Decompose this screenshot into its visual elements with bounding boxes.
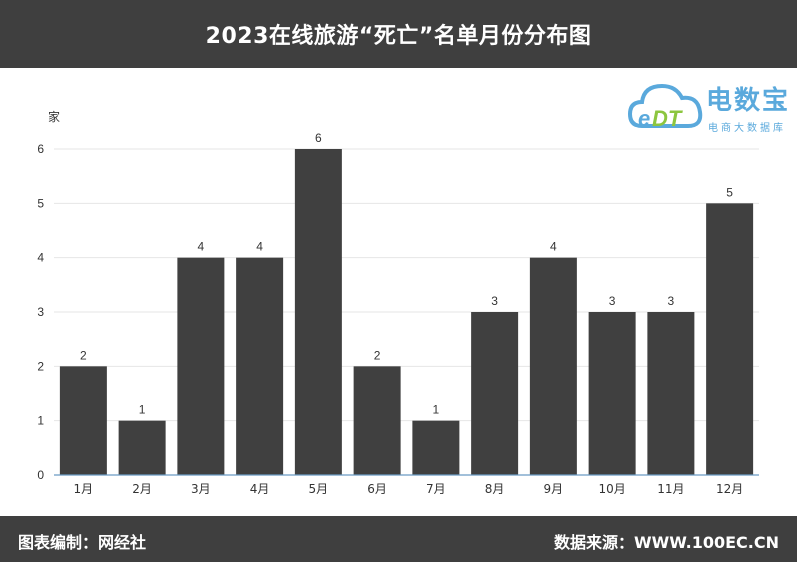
x-tick-label: 3月	[191, 482, 211, 496]
footer-bar: 图表编制：网经社 数据来源：WWW.100EC.CN	[0, 516, 797, 562]
bar	[412, 420, 460, 475]
data-label: 5	[726, 185, 733, 199]
x-tick-label: 4月	[250, 482, 270, 496]
chart-title-bar: 2023在线旅游“死亡”名单月份分布图	[0, 0, 797, 68]
bar	[529, 257, 577, 475]
y-tick-label: 5	[37, 196, 44, 210]
y-tick-label: 4	[37, 251, 44, 265]
data-label: 3	[491, 294, 498, 308]
bar	[353, 366, 401, 475]
y-tick-label: 0	[37, 468, 44, 482]
x-tick-label: 11月	[657, 482, 684, 496]
bar-chart: 012345621月12月43月44月65月26月17月38月49月310月31…	[37, 131, 759, 496]
x-tick-label: 5月	[309, 482, 329, 496]
data-label: 6	[315, 131, 322, 145]
footer-source: 数据来源：WWW.100EC.CN	[553, 533, 779, 552]
x-tick-label: 10月	[598, 482, 625, 496]
x-tick-label: 9月	[544, 482, 564, 496]
bar	[294, 149, 342, 475]
logo-text: 电数宝	[706, 86, 791, 116]
footer-compiler: 图表编制：网经社	[18, 533, 147, 552]
data-label: 1	[139, 403, 146, 417]
data-label: 4	[198, 240, 205, 254]
data-label: 2	[374, 348, 381, 362]
bar	[118, 420, 166, 475]
chart-title: 2023在线旅游“死亡”名单月份分布图	[205, 24, 592, 49]
bar	[236, 257, 284, 475]
bar	[471, 312, 519, 475]
x-tick-label: 12月	[716, 482, 743, 496]
data-label: 2	[80, 348, 87, 362]
y-tick-label: 3	[37, 305, 44, 319]
y-axis-unit-label: 家	[48, 110, 61, 124]
data-label: 3	[668, 294, 675, 308]
data-label: 1	[433, 403, 440, 417]
svg-text:DT: DT	[652, 106, 683, 131]
logo: e DT 电数宝 电商大数据库	[627, 74, 793, 138]
data-label: 4	[256, 240, 263, 254]
data-label: 4	[550, 240, 557, 254]
x-tick-label: 1月	[74, 482, 94, 496]
x-tick-label: 6月	[367, 482, 387, 496]
x-tick-label: 2月	[132, 482, 152, 496]
x-tick-label: 7月	[426, 482, 446, 496]
bar	[588, 312, 636, 475]
bar	[59, 366, 107, 475]
y-tick-label: 2	[37, 359, 44, 373]
bar	[177, 257, 225, 475]
logo-subtext: 电商大数据库	[708, 123, 786, 134]
y-tick-label: 1	[37, 414, 44, 428]
data-label: 3	[609, 294, 616, 308]
bar	[706, 203, 754, 476]
cloud-logo-icon: e DT	[627, 83, 703, 131]
bar	[647, 312, 695, 475]
y-tick-label: 6	[37, 142, 44, 156]
svg-text:e: e	[638, 106, 650, 131]
x-tick-label: 8月	[485, 482, 505, 496]
